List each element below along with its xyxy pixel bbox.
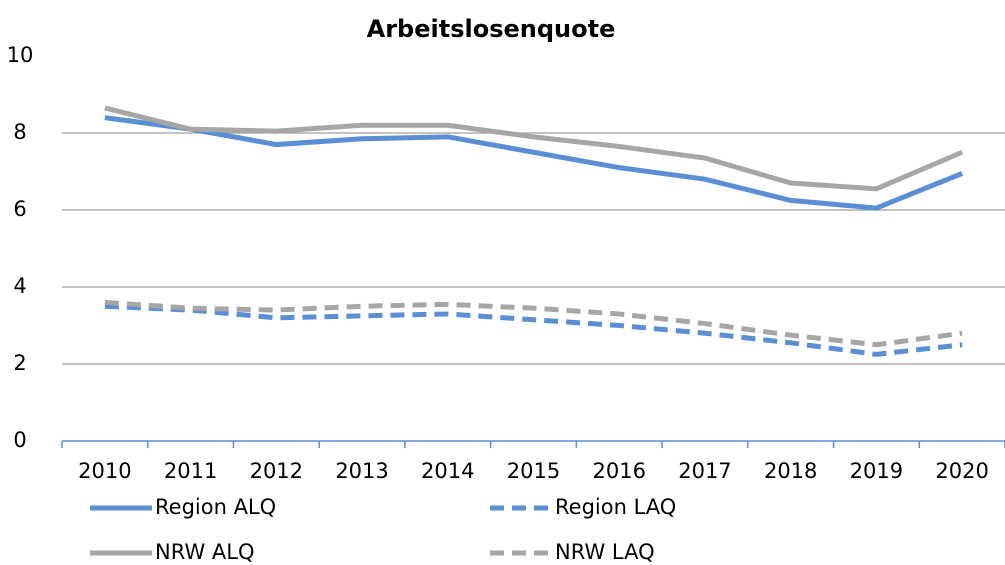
- legend-label: Region LAQ: [555, 495, 676, 519]
- y-tick-label: 8: [13, 120, 26, 144]
- legend-label: NRW ALQ: [155, 540, 254, 564]
- x-tick-label: 2014: [421, 459, 474, 483]
- x-tick-label: 2012: [250, 459, 303, 483]
- chart-title: Arbeitslosenquote: [367, 15, 616, 43]
- y-tick-label: 2: [13, 351, 26, 375]
- x-tick-label: 2016: [593, 459, 646, 483]
- y-tick-label: 10: [7, 43, 34, 67]
- x-tick-label: 2017: [678, 459, 731, 483]
- y-tick-label: 4: [13, 274, 26, 298]
- x-tick-label: 2011: [164, 459, 217, 483]
- y-tick-label: 6: [13, 197, 26, 221]
- series-line: [104, 299, 963, 348]
- legend-label: Region ALQ: [155, 495, 276, 519]
- x-tick-label: 2010: [78, 459, 131, 483]
- legend-label: NRW LAQ: [555, 540, 655, 564]
- x-tick-label: 2018: [764, 459, 817, 483]
- series-line: [104, 105, 964, 192]
- x-tick-label: 2013: [335, 459, 388, 483]
- series-line: [104, 115, 964, 211]
- x-tick-label: 2019: [850, 459, 903, 483]
- x-tick-label: 2015: [507, 459, 560, 483]
- series-line: [104, 303, 963, 357]
- y-tick-label: 0: [13, 428, 26, 452]
- x-tick-label: 2020: [935, 459, 988, 483]
